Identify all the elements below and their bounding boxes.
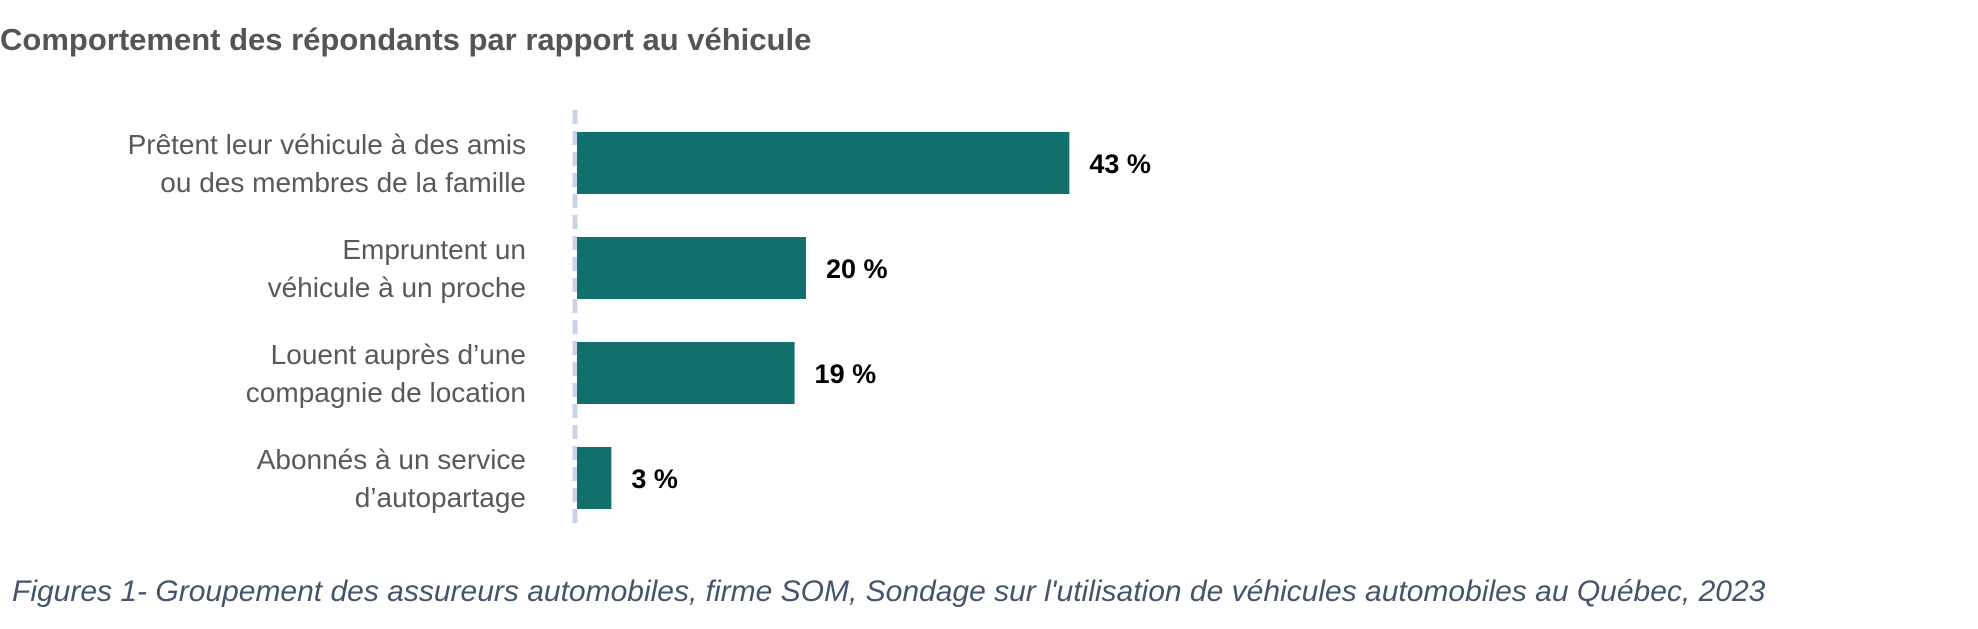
value-label-1: 43 % — [1089, 149, 1151, 179]
category-label-line: véhicule à un proche — [268, 272, 526, 303]
category-label-line: Louent auprès d’une — [271, 339, 526, 370]
bar-1 — [577, 132, 1070, 194]
category-label-line: Abonnés à un service — [257, 444, 526, 475]
category-label-line: d’autopartage — [355, 482, 526, 513]
bar-3 — [577, 342, 795, 404]
category-label-3: Louent auprès d’une compagnie de location — [246, 339, 526, 408]
bar-2 — [577, 237, 806, 299]
category-label-4: Abonnés à un service d’autopartage — [257, 444, 526, 513]
bar-chart: 43 % Prêtent leur véhicule à des amis ou d… — [128, 110, 1151, 528]
value-label-4: 3 % — [631, 464, 678, 494]
bar-4 — [577, 447, 612, 509]
category-label-2: Empruntent un véhicule à un proche — [268, 234, 526, 303]
value-label-3: 19 % — [815, 359, 877, 389]
category-label-line: Empruntent un — [342, 234, 526, 265]
value-label-2: 20 % — [826, 254, 888, 284]
chart-title: Comportement des répondants par rapport … — [0, 22, 812, 57]
category-label-line: Prêtent leur véhicule à des amis — [128, 129, 526, 160]
bars-group: 43 % Prêtent leur véhicule à des amis ou d… — [128, 129, 1151, 513]
figure-caption: Figures 1- Groupement des assureurs auto… — [12, 575, 1766, 608]
category-label-line: ou des membres de la famille — [160, 167, 526, 198]
category-label-line: compagnie de location — [246, 377, 526, 408]
category-label-1: Prêtent leur véhicule à des amis ou des m… — [128, 129, 526, 198]
